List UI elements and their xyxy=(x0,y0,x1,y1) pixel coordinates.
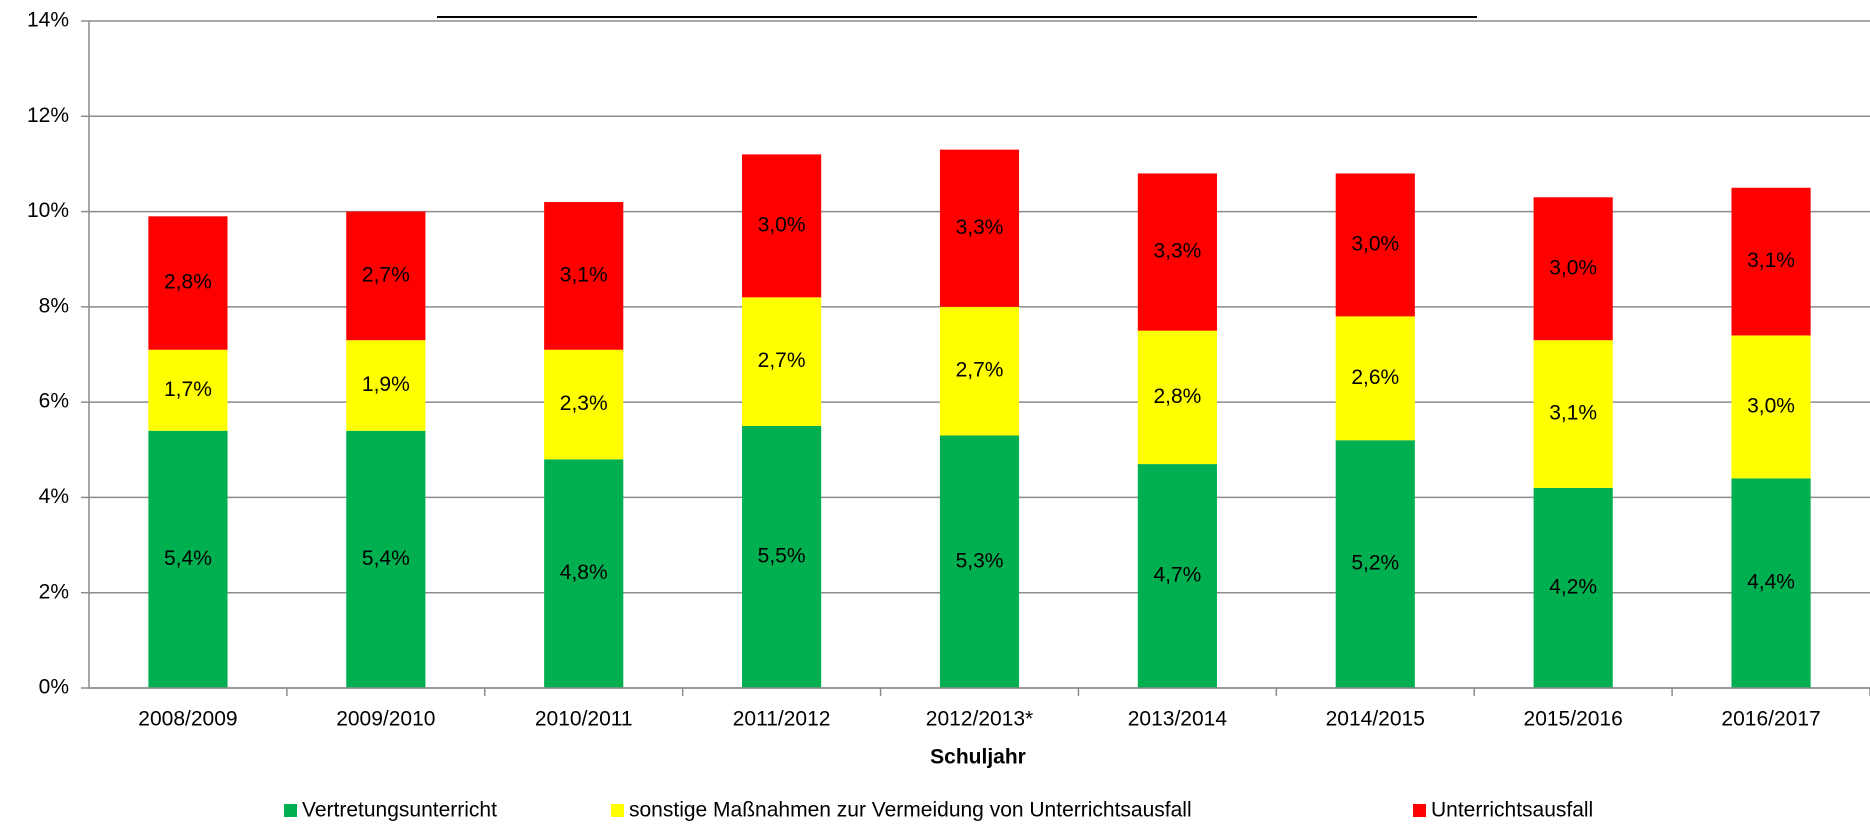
y-tick-label: 2% xyxy=(39,580,69,603)
bar-segment xyxy=(939,435,1020,688)
y-tick-label: 6% xyxy=(39,390,69,413)
data-label: 3,3% xyxy=(956,216,1004,239)
x-tick-label: 2012/2013* xyxy=(926,708,1033,731)
bar-segment xyxy=(148,216,228,350)
bar-segment xyxy=(346,430,426,688)
data-label: 1,9% xyxy=(362,373,410,396)
data-label: 2,8% xyxy=(1153,385,1201,408)
x-tick-label: 2016/2017 xyxy=(1721,708,1820,731)
data-label: 2,6% xyxy=(1351,366,1399,389)
y-tick-label: 4% xyxy=(39,485,69,508)
x-tick-label: 2015/2016 xyxy=(1524,708,1623,731)
y-tick-label: 0% xyxy=(39,676,69,699)
data-label: 2,3% xyxy=(560,392,608,415)
data-label: 4,8% xyxy=(560,561,608,584)
bar-segment xyxy=(544,202,624,350)
data-label: 5,5% xyxy=(758,545,806,568)
data-label: 4,2% xyxy=(1549,575,1597,598)
bar-segment xyxy=(939,149,1020,307)
data-label: 4,7% xyxy=(1153,564,1201,587)
bar-segment xyxy=(1137,464,1217,688)
bar-segment xyxy=(1533,340,1613,488)
bar-segment xyxy=(1731,478,1811,688)
x-tick-label: 2013/2014 xyxy=(1128,708,1228,731)
bar-segment xyxy=(346,340,426,431)
data-label: 3,0% xyxy=(758,213,806,236)
x-tick-label: 2010/2011 xyxy=(535,708,633,731)
bar-segment xyxy=(1335,173,1415,317)
bar-segment xyxy=(1533,197,1613,341)
bar-segment xyxy=(742,297,822,426)
data-label: 4,4% xyxy=(1747,571,1795,594)
data-label: 1,7% xyxy=(164,378,212,401)
y-tick-label: 8% xyxy=(39,294,69,317)
data-label: 3,0% xyxy=(1549,256,1597,279)
legend-swatch xyxy=(1413,804,1426,817)
bar-segment xyxy=(544,349,624,460)
data-label: 3,3% xyxy=(1153,240,1201,263)
bar-segment xyxy=(939,306,1020,436)
x-tick-label: 2008/2009 xyxy=(138,708,237,731)
bar-segment xyxy=(1137,330,1217,465)
data-label: 3,0% xyxy=(1747,394,1795,417)
bar-segment xyxy=(544,459,624,688)
data-label: 2,7% xyxy=(956,359,1004,382)
data-label: 5,4% xyxy=(362,547,410,570)
data-label: 3,1% xyxy=(560,263,608,286)
bar-segment xyxy=(1335,316,1415,441)
bar-segment xyxy=(1533,487,1613,688)
data-label: 5,2% xyxy=(1351,552,1399,575)
y-tick-label: 14% xyxy=(27,9,69,32)
bar-segment xyxy=(148,349,228,431)
data-label: 2,8% xyxy=(164,271,212,294)
x-tick-label: 2009/2010 xyxy=(336,708,435,731)
data-label: 2,7% xyxy=(362,263,410,286)
data-label: 3,1% xyxy=(1747,249,1795,272)
data-label: 2,7% xyxy=(758,349,806,372)
x-axis-title: Schuljahr xyxy=(930,746,1026,769)
y-tick-label: 10% xyxy=(27,199,69,222)
data-label: 3,0% xyxy=(1351,232,1399,255)
legend-swatch xyxy=(611,804,624,817)
bar-segment xyxy=(148,430,228,688)
x-tick-label: 2014/2015 xyxy=(1326,708,1425,731)
legend-label: Unterrichtsausfall xyxy=(1431,799,1593,822)
bar-segment xyxy=(1731,187,1811,336)
data-label: 3,1% xyxy=(1549,402,1597,425)
bar-segment xyxy=(742,425,822,688)
bar-segment xyxy=(1335,440,1415,688)
legend-swatch xyxy=(284,804,297,817)
data-label: 5,3% xyxy=(956,549,1004,572)
bar-segment xyxy=(1731,335,1811,479)
x-tick-label: 2011/2012 xyxy=(733,708,831,731)
data-label: 5,4% xyxy=(164,547,212,570)
bar-segment xyxy=(346,211,426,341)
legend-label: sonstige Maßnahmen zur Vermeidung von Un… xyxy=(629,799,1192,822)
bar-segment xyxy=(742,154,822,298)
y-tick-label: 12% xyxy=(27,104,69,127)
legend-label: Vertretungsunterricht xyxy=(302,799,497,822)
bar-segment xyxy=(1137,173,1217,331)
